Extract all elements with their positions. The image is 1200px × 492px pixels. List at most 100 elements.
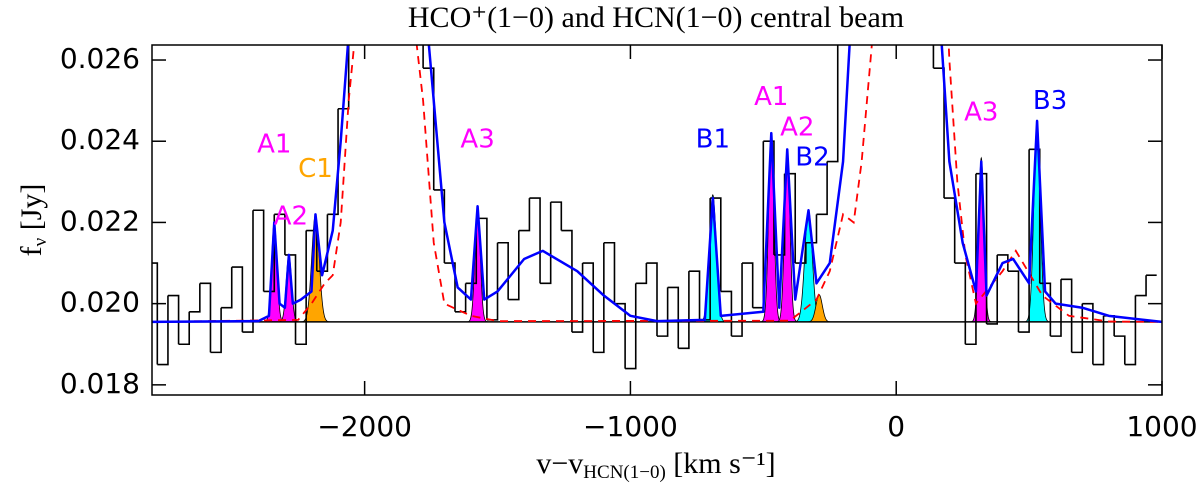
spectrum-step: [805, 214, 818, 244]
spectrum-step: [199, 282, 212, 353]
spectrum-step: [1082, 302, 1094, 365]
x-tick-label: 1000: [1126, 410, 1197, 443]
x-label-main: v−v: [536, 447, 583, 480]
spectrum-step: [625, 283, 637, 370]
component-label: B1: [696, 124, 730, 154]
spectrum-step: [518, 198, 531, 232]
spectrum-step: [614, 302, 626, 369]
spectrum-step: [316, 214, 329, 272]
spectrum-step: [742, 262, 754, 308]
spectrum-step: [497, 241, 509, 300]
spectrum-step: [476, 217, 488, 320]
y-tick-label: 0.018: [60, 367, 140, 400]
component-fill: [466, 206, 489, 323]
spectrum-step: [1124, 295, 1137, 366]
spectrum-step: [444, 262, 456, 312]
spectrum-step: [508, 230, 520, 301]
spectrum-step: [571, 263, 584, 333]
spectrum-step: [731, 263, 743, 337]
spectrum-step: [189, 283, 201, 313]
spectrum-step: [795, 242, 807, 264]
spectrum-step: [1092, 315, 1105, 366]
spectrum-step: [816, 161, 828, 216]
spectrum-step: [657, 287, 669, 337]
spectrum-step: [231, 266, 244, 333]
x-tick-label: −1000: [583, 410, 678, 443]
component-label: A2: [780, 112, 814, 142]
component-label: C1: [298, 154, 333, 184]
y-axis-label: fν [Jy]: [15, 184, 51, 257]
spectrum-step: [295, 230, 307, 346]
spectrum-step: [1007, 270, 1020, 333]
spectrum-step: [1039, 282, 1052, 337]
spectrum-step: [603, 241, 616, 304]
spectrum-step: [646, 262, 658, 337]
spectrum-step: [274, 213, 286, 255]
plot-area: [152, 45, 1162, 370]
spectrum-step: [667, 286, 680, 349]
x-label-sub: HCN(1−0): [583, 462, 666, 483]
component-label: A1: [754, 82, 788, 112]
spectrum-step: [1071, 303, 1084, 354]
spectrum-step: [593, 242, 605, 354]
y-label-unit: [Jy]: [15, 184, 48, 238]
spectrum-step: [1103, 315, 1115, 337]
spectrum-step: [455, 283, 467, 313]
spectrum-step: [678, 271, 690, 350]
component-label: B3: [1033, 86, 1067, 116]
spectrum-step: [253, 209, 265, 292]
spectrum-step: [486, 242, 499, 321]
component-label: A3: [964, 97, 998, 127]
spectrum-step: [1135, 275, 1147, 297]
chart-title: HCO⁺(1−0) and HCN(1−0) central beam: [408, 1, 904, 34]
spectrum-step: [178, 311, 191, 346]
spectrum-step: [827, 45, 839, 163]
component-label: A1: [257, 130, 291, 160]
spectrum-step: [221, 267, 233, 309]
spectrum-step: [327, 108, 339, 216]
y-tick-label: 0.022: [60, 204, 140, 237]
spectrum-step: [1050, 279, 1062, 337]
spectrum-step: [1061, 278, 1073, 353]
spectrum-step: [986, 254, 999, 325]
x-axis-label: v−vHCN(1−0) [km s⁻¹]: [536, 447, 775, 483]
y-tick-label: 0.024: [60, 123, 140, 156]
x-tick-label: 0: [887, 410, 905, 443]
spectrum-step: [1114, 335, 1126, 365]
spectrum-step: [210, 307, 222, 354]
spectrum-step: [944, 197, 956, 264]
spectrum-step: [561, 229, 573, 333]
y-label-sub: ν: [30, 237, 51, 246]
spectrum-step: [550, 201, 563, 231]
spectrum-step: [752, 141, 765, 309]
spectrum-step: [635, 263, 648, 285]
y-tick-label: 0.020: [60, 286, 140, 319]
spectrum-step: [152, 262, 159, 365]
spectrum-step: [965, 173, 977, 346]
component-label: A2: [274, 201, 308, 231]
y-tick-label: 0.026: [60, 42, 140, 75]
spectrum-step: [242, 210, 254, 333]
spectrum-step: [157, 295, 169, 366]
spectrum-step: [933, 67, 945, 199]
component-fill: [970, 156, 993, 323]
spectrum-step: [423, 67, 435, 190]
y-label-main: f: [15, 246, 48, 256]
spectrum-step: [688, 270, 701, 320]
component-label: A3: [460, 124, 494, 154]
x-tick-label: −2000: [317, 410, 412, 443]
spectrum-step: [582, 262, 595, 353]
frame: [151, 44, 1163, 396]
spectrum-step: [932, 45, 935, 69]
spectrum-step: [540, 202, 552, 285]
fit-line: [152, 45, 1162, 324]
spectrum-step: [1029, 148, 1041, 284]
spectrum-step: [433, 189, 446, 264]
spectrum-step: [167, 294, 180, 345]
spectrum-step: [529, 197, 541, 284]
component-label: B2: [795, 142, 829, 172]
x-label-unit: [km s⁻¹]: [666, 447, 776, 480]
spectrum-step: [1018, 149, 1030, 333]
spectrum-step: [954, 262, 967, 345]
